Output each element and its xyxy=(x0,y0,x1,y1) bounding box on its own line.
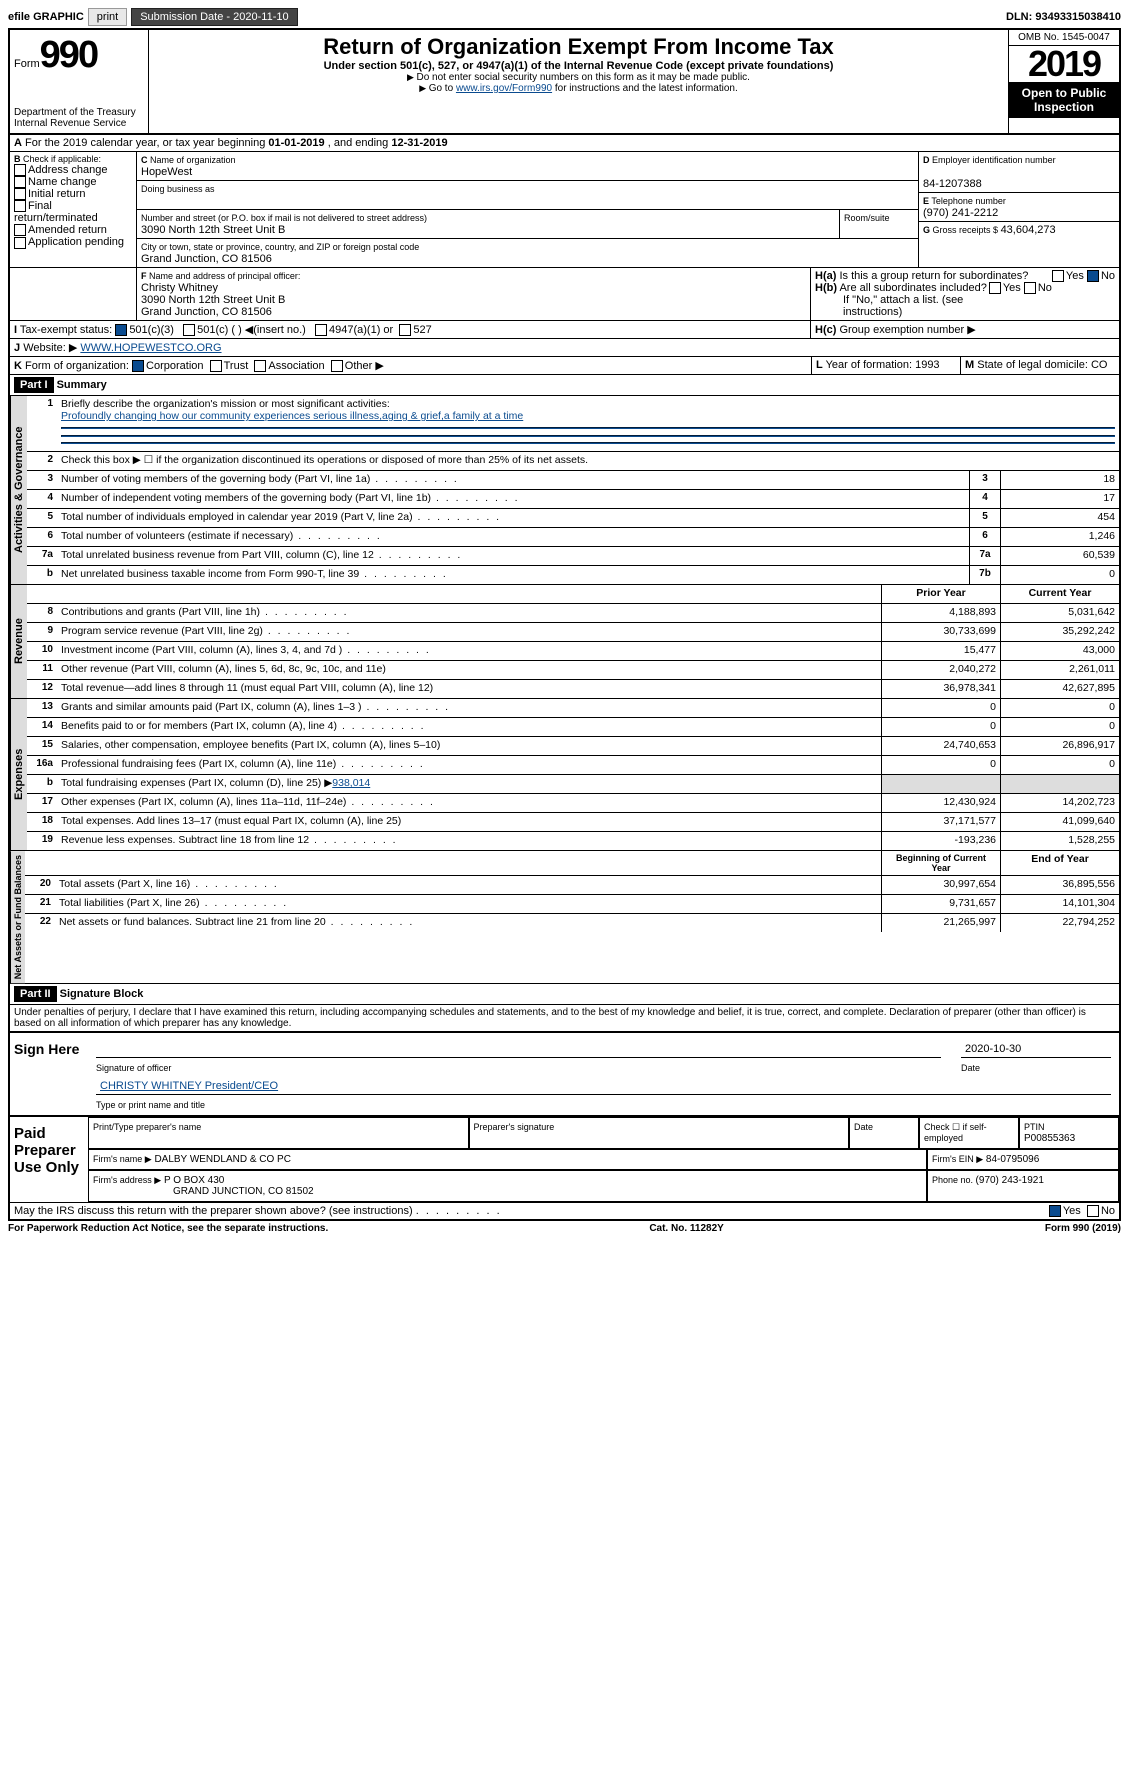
checkbox-checked-icon xyxy=(115,324,127,336)
section-bcdefg: B Check if applicable: Address change Na… xyxy=(10,151,1119,267)
dept-label: Department of the Treasury Internal Reve… xyxy=(14,107,144,129)
box-c: C Name of organizationHopeWest Doing bus… xyxy=(137,152,919,267)
activities-governance: Activities & Governance 1Briefly describ… xyxy=(10,395,1119,584)
section-fh: F Name and address of principal officer:… xyxy=(10,267,1119,320)
declaration: Under penalties of perjury, I declare th… xyxy=(10,1004,1119,1031)
tax-year: 2019 xyxy=(1009,46,1119,82)
checkbox-checked-icon xyxy=(1087,270,1099,282)
form-title: Return of Organization Exempt From Incom… xyxy=(153,34,1004,60)
subtitle-2: Do not enter social security numbers on … xyxy=(153,72,1004,83)
net-assets-section: Net Assets or Fund Balances Beginning of… xyxy=(10,850,1119,983)
form-header: Form990 Department of the Treasury Inter… xyxy=(10,30,1119,134)
part-ii-header: Part II Signature Block xyxy=(10,983,1119,1004)
subtitle-1: Under section 501(c), 527, or 4947(a)(1)… xyxy=(153,60,1004,72)
line-klm: K Form of organization: Corporation Trus… xyxy=(10,356,1119,374)
top-toolbar: efile GRAPHIC print Submission Date - 20… xyxy=(8,8,1121,26)
revenue-section: Revenue Prior YearCurrent Year 8Contribu… xyxy=(10,584,1119,698)
line-a: A For the 2019 calendar year, or tax yea… xyxy=(10,134,1119,151)
part-i-header: Part I Summary xyxy=(10,374,1119,395)
header-mid: Return of Organization Exempt From Incom… xyxy=(149,30,1008,133)
efile-label: efile GRAPHIC xyxy=(8,11,84,23)
subtitle-3: Go to www.irs.gov/Form990 for instructio… xyxy=(153,83,1004,94)
form-container: Form990 Department of the Treasury Inter… xyxy=(8,28,1121,1221)
print-button[interactable]: print xyxy=(88,8,127,26)
box-h: H(a) Is this a group return for subordin… xyxy=(811,268,1119,320)
checkbox-checked-icon xyxy=(1049,1205,1061,1217)
line-j: J Website: ▶ WWW.HOPEWESTCO.ORG xyxy=(10,338,1119,356)
paid-preparer: Paid Preparer Use Only Print/Type prepar… xyxy=(10,1115,1119,1202)
discuss-line: May the IRS discuss this return with the… xyxy=(10,1202,1119,1219)
irs-link[interactable]: www.irs.gov/Form990 xyxy=(456,83,552,94)
box-deg: D Employer identification number84-12073… xyxy=(919,152,1119,267)
header-right: OMB No. 1545-0047 2019 Open to Public In… xyxy=(1008,30,1119,133)
sign-here: Sign Here Signature of officer 2020-10-3… xyxy=(10,1031,1119,1115)
submission-date-button[interactable]: Submission Date - 2020-11-10 xyxy=(131,8,297,26)
box-b: B Check if applicable: Address change Na… xyxy=(10,152,137,267)
header-left: Form990 Department of the Treasury Inter… xyxy=(10,30,149,133)
line-i: I Tax-exempt status: 501(c)(3) 501(c) ( … xyxy=(10,320,1119,338)
open-inspection: Open to Public Inspection xyxy=(1009,82,1119,118)
expenses-section: Expenses 13Grants and similar amounts pa… xyxy=(10,698,1119,850)
footer: For Paperwork Reduction Act Notice, see … xyxy=(8,1221,1121,1236)
website-link[interactable]: WWW.HOPEWESTCO.ORG xyxy=(80,342,221,354)
dln-label: DLN: 93493315038410 xyxy=(1006,11,1121,23)
